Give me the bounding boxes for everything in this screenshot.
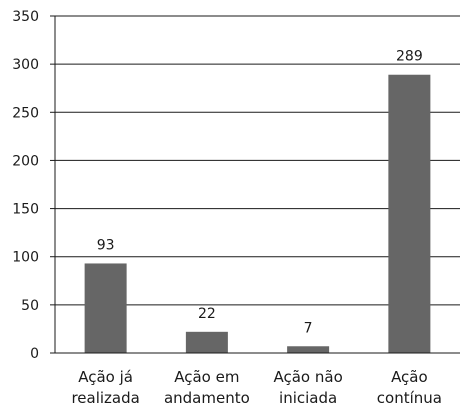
x-tick-label: Ação já realizada	[71, 368, 139, 407]
gridlines	[55, 15, 460, 306]
x-tick-label-line: iniciada	[279, 389, 337, 407]
x-tick-label-line: Ação não	[273, 368, 342, 386]
bar	[84, 263, 127, 353]
x-tick-label-line: Ação	[391, 368, 428, 386]
data-label: 93	[97, 237, 115, 253]
bars	[84, 74, 431, 353]
bar	[287, 346, 330, 353]
data-label: 289	[396, 49, 423, 65]
bar	[388, 74, 431, 353]
x-tick-label-line: Ação já	[78, 368, 133, 386]
y-tick-label: 300	[12, 57, 39, 73]
x-tick-label: Ação não iniciada	[273, 368, 342, 407]
x-tick-label-line: andamento	[164, 389, 250, 407]
axes	[50, 15, 460, 354]
y-tick-label: 200	[12, 153, 39, 169]
y-tick-label: 350	[12, 9, 39, 25]
data-label: 7	[304, 320, 313, 336]
y-tick-label: 250	[12, 105, 39, 121]
labels: 0 50 100 150 200 250 300 350 93 Ação já realizada 2…	[12, 9, 442, 407]
y-tick-label: 100	[12, 250, 39, 266]
x-tick-label-line: Ação em	[174, 368, 239, 386]
data-label: 22	[198, 306, 216, 322]
y-tick-label: 150	[12, 202, 39, 218]
y-tick-label: 50	[21, 298, 39, 314]
x-tick-label: Ação contínua	[377, 368, 442, 407]
x-tick-label-line: contínua	[377, 389, 442, 407]
y-tick-label: 0	[30, 346, 39, 362]
x-tick-label-line: realizada	[71, 389, 139, 407]
bar	[185, 331, 228, 353]
x-tick-label: Ação em andamento	[164, 368, 250, 407]
